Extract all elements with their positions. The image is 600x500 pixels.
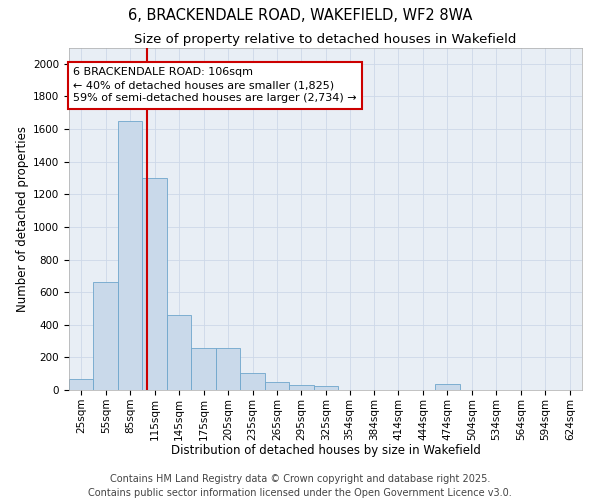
Text: 6 BRACKENDALE ROAD: 106sqm
← 40% of detached houses are smaller (1,825)
59% of s: 6 BRACKENDALE ROAD: 106sqm ← 40% of deta… [73,67,357,104]
Text: 6, BRACKENDALE ROAD, WAKEFIELD, WF2 8WA: 6, BRACKENDALE ROAD, WAKEFIELD, WF2 8WA [128,8,472,22]
Bar [240,373,265,390]
Bar [216,348,240,390]
Bar [69,378,94,390]
Bar [435,384,460,390]
Text: Contains HM Land Registry data © Crown copyright and database right 2025.
Contai: Contains HM Land Registry data © Crown c… [88,474,512,498]
X-axis label: Distribution of detached houses by size in Wakefield: Distribution of detached houses by size … [170,444,481,457]
Bar [118,121,142,390]
Bar [265,382,289,390]
Bar [191,348,216,390]
Bar [94,282,118,390]
Bar [142,178,167,390]
Title: Size of property relative to detached houses in Wakefield: Size of property relative to detached ho… [134,34,517,46]
Bar [314,386,338,390]
Bar [289,385,314,390]
Y-axis label: Number of detached properties: Number of detached properties [16,126,29,312]
Bar [167,315,191,390]
